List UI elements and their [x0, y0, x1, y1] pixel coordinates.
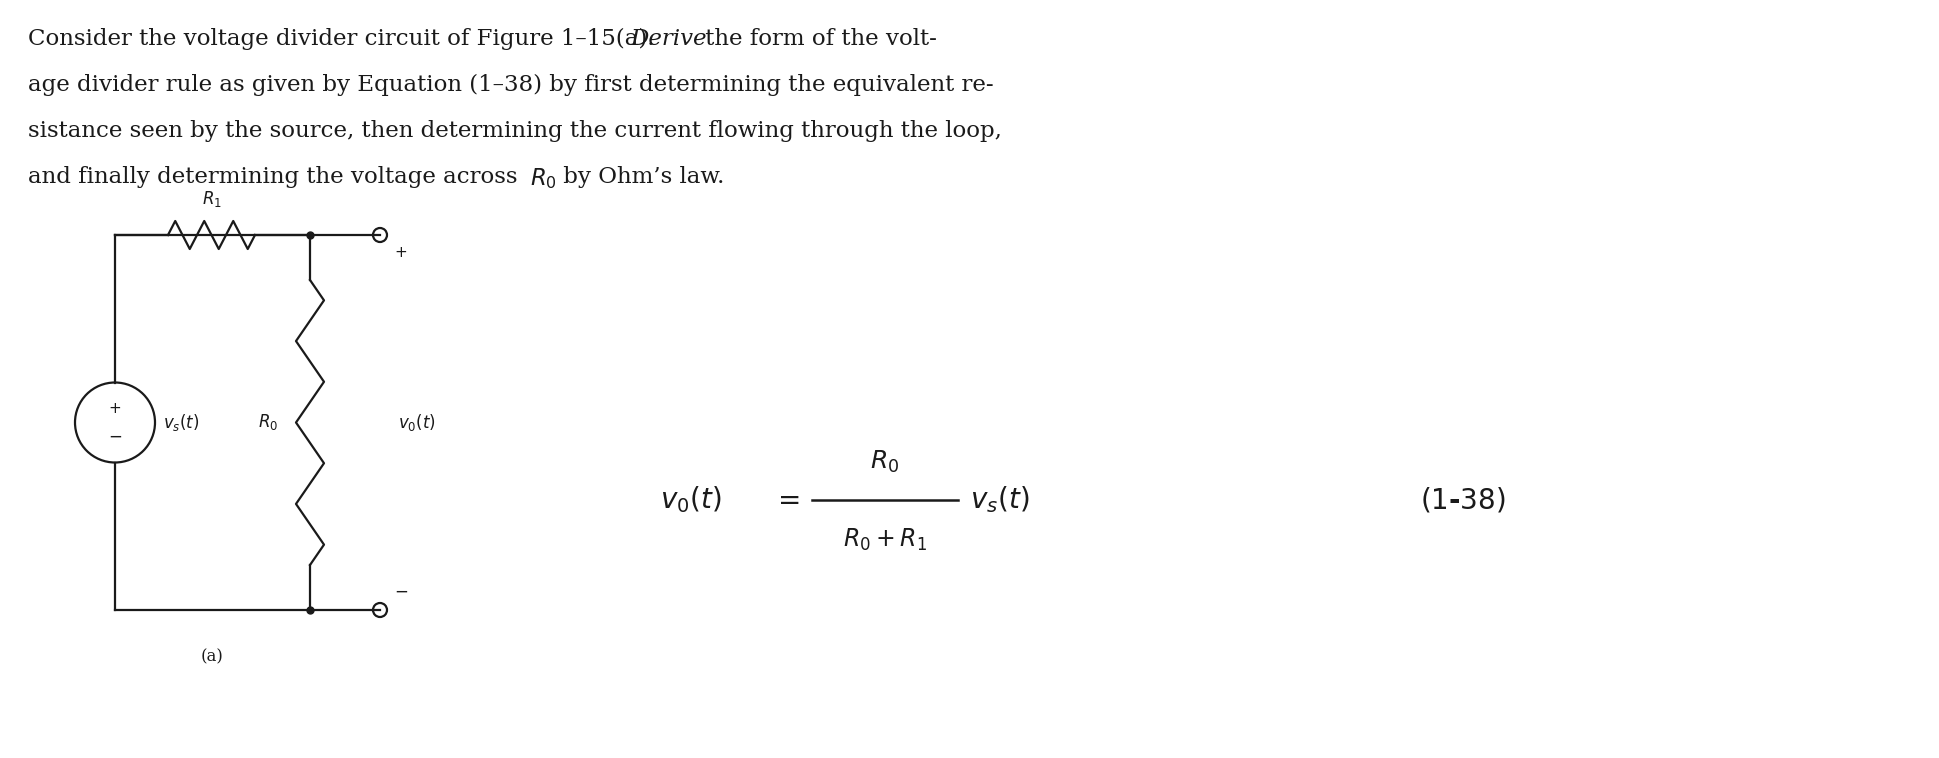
Text: $R_1$: $R_1$	[202, 189, 221, 209]
Text: $R_0$: $R_0$	[529, 166, 556, 191]
Text: −: −	[394, 583, 407, 601]
Text: $(1$-$38)$: $(1$-$38)$	[1419, 486, 1505, 515]
Text: $v_0(t)$: $v_0(t)$	[397, 412, 436, 433]
Text: sistance seen by the source, then determining the current flowing through the lo: sistance seen by the source, then determ…	[27, 120, 1001, 142]
Text: $R_0$: $R_0$	[258, 412, 277, 433]
Text: Consider the voltage divider circuit of Figure 1–15(a).: Consider the voltage divider circuit of …	[27, 28, 659, 50]
Text: +: +	[394, 246, 407, 261]
Text: by Ohm’s law.: by Ohm’s law.	[556, 166, 723, 188]
Text: $=$: $=$	[772, 487, 799, 513]
Text: age divider rule as given by Equation (1–38) by first determining the equivalent: age divider rule as given by Equation (1…	[27, 74, 993, 96]
Text: the form of the volt-: the form of the volt-	[698, 28, 937, 50]
Text: $v_s(t)$: $v_s(t)$	[970, 484, 1030, 515]
Text: Derive: Derive	[630, 28, 706, 50]
Text: $R_0 + R_1$: $R_0 + R_1$	[843, 527, 927, 553]
Text: +: +	[109, 401, 122, 416]
Text: $v_s(t)$: $v_s(t)$	[163, 412, 200, 433]
Text: and finally determining the voltage across: and finally determining the voltage acro…	[27, 166, 524, 188]
Text: −: −	[109, 428, 122, 446]
Text: (a): (a)	[202, 648, 223, 665]
Text: $R_0$: $R_0$	[871, 449, 900, 475]
Text: $v_0(t)$: $v_0(t)$	[659, 484, 721, 515]
